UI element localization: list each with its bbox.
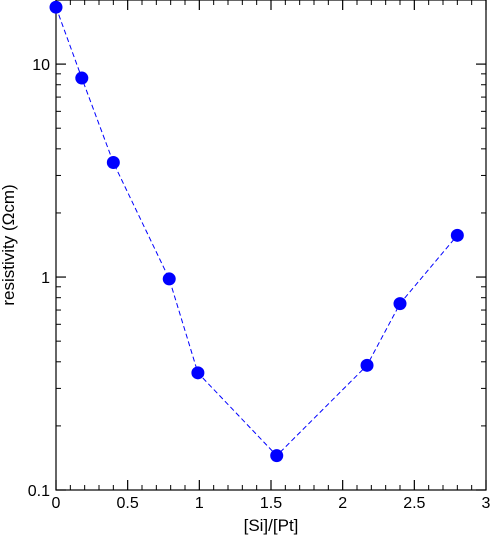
data-point xyxy=(75,71,89,85)
plot-frame xyxy=(55,0,487,491)
y-tick-label: 10 xyxy=(32,57,50,74)
x-axis-ticks: 0 0.5 1 1.5 2 2.5 3 xyxy=(52,0,491,512)
data-point xyxy=(191,366,205,380)
x-axis-label: [Si]/[Pt] xyxy=(244,516,299,535)
x-tick-label: 2.5 xyxy=(403,495,425,512)
x-tick-label: 3 xyxy=(482,495,491,512)
data-point xyxy=(450,228,464,242)
data-point xyxy=(106,156,120,170)
x-tick-label: 2 xyxy=(338,495,347,512)
data-point xyxy=(270,449,284,463)
data-point xyxy=(162,272,176,286)
data-point xyxy=(393,297,407,311)
y-axis-ticks: 0.1 1 10 xyxy=(28,57,486,500)
x-tick-label: 1 xyxy=(195,495,204,512)
y-axis-label: resistivity (Ωcm) xyxy=(0,184,18,305)
data-point xyxy=(360,358,374,372)
data-point xyxy=(49,0,63,14)
series-line xyxy=(55,7,458,457)
x-tick-label: 0.5 xyxy=(117,495,139,512)
data-series xyxy=(49,0,464,463)
y-tick-label: 0.1 xyxy=(28,483,50,500)
x-tick-label: 1.5 xyxy=(260,495,282,512)
x-tick-label: 0 xyxy=(52,495,61,512)
y-tick-label: 1 xyxy=(41,270,50,287)
